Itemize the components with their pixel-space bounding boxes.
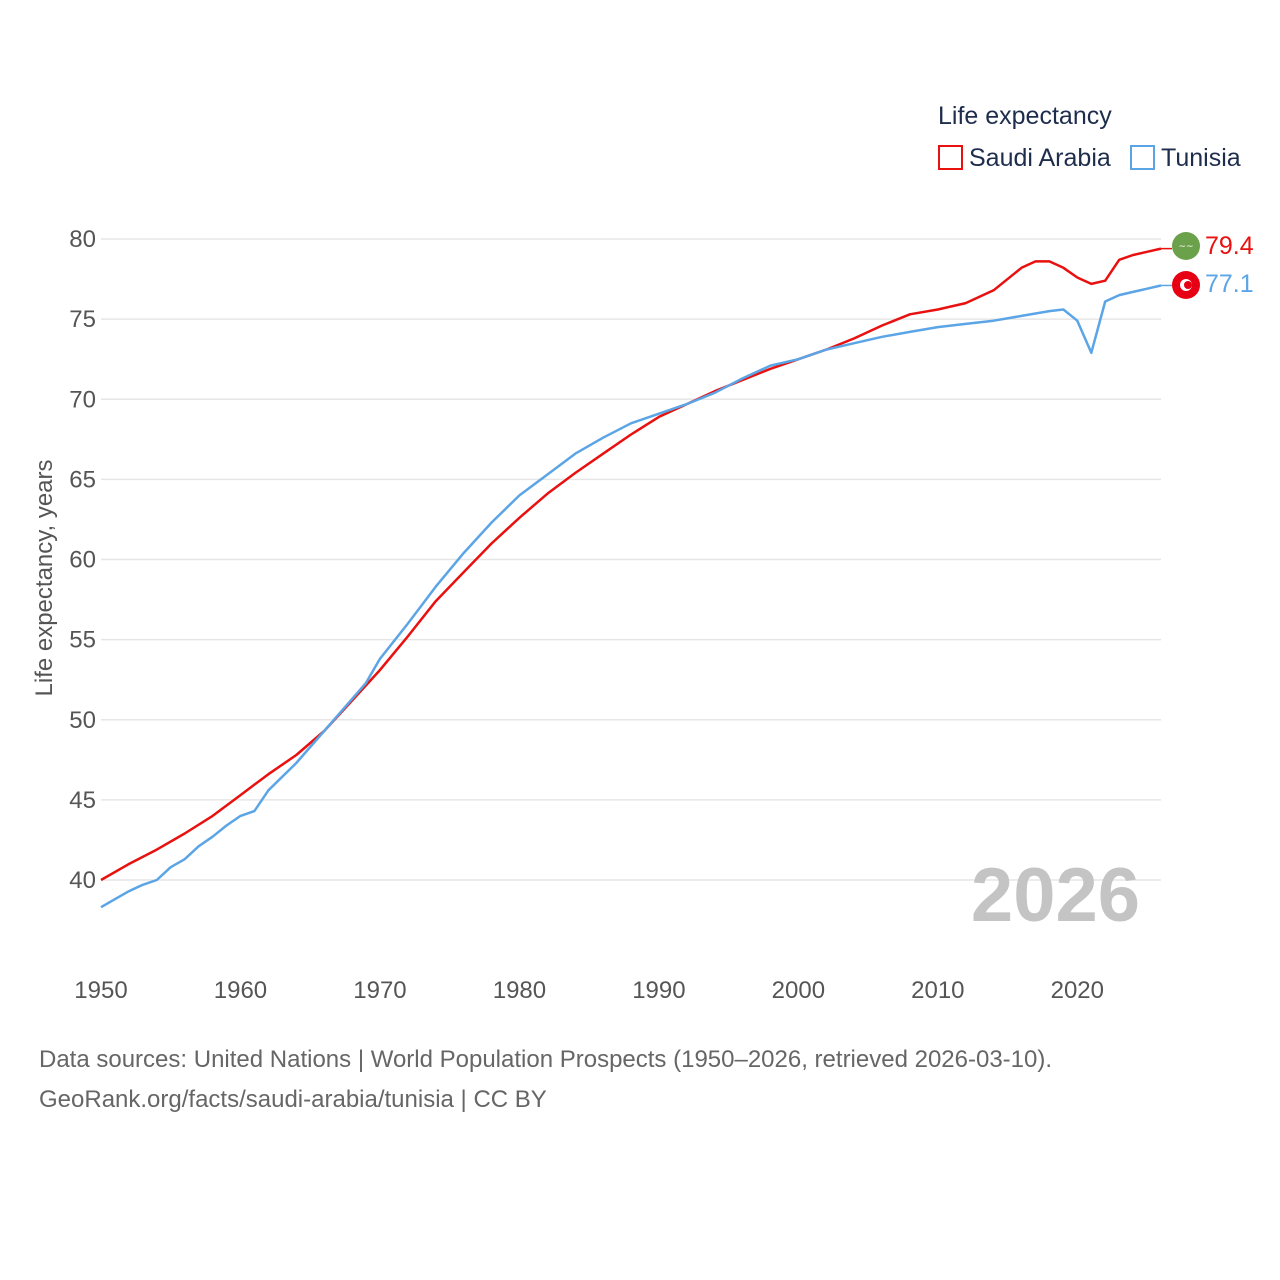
legend-title: Life expectancy <box>938 102 1112 130</box>
attribution-text: GeoRank.org/facts/saudi-arabia/tunisia |… <box>39 1086 547 1113</box>
x-tick-1970: 1970 <box>353 977 406 1004</box>
series-line-saudi-arabia[interactable] <box>100 247 1162 882</box>
y-tick-50: 50 <box>69 707 96 734</box>
x-tick-2000: 2000 <box>772 977 825 1004</box>
saudi-arabia-end-value: 79.4 <box>1205 232 1254 260</box>
y-axis-ticks: 40 45 50 55 60 65 70 75 80 <box>69 226 96 894</box>
tunisia-end-value: 77.1 <box>1205 270 1254 298</box>
gridlines <box>101 238 1161 881</box>
x-tick-1960: 1960 <box>214 977 267 1004</box>
y-tick-55: 55 <box>69 627 96 654</box>
y-tick-70: 70 <box>69 386 96 413</box>
y-tick-45: 45 <box>69 787 96 814</box>
legend-label-tunisia[interactable]: Tunisia <box>1161 144 1241 172</box>
y-tick-40: 40 <box>69 867 96 894</box>
footer: Data sources: United Nations | World Pop… <box>39 1040 1052 1120</box>
year-watermark: 2026 <box>971 853 1140 938</box>
y-tick-80: 80 <box>69 226 96 253</box>
legend-swatch-tunisia[interactable] <box>1130 145 1155 170</box>
y-tick-60: 60 <box>69 547 96 574</box>
series-line-tunisia[interactable] <box>100 284 1162 909</box>
x-axis-ticks: 1950 1960 1970 1980 1990 2000 2010 2020 <box>74 977 1104 1004</box>
y-axis-label: Life expectancy, years <box>31 459 58 696</box>
data-sources-text: Data sources: United Nations | World Pop… <box>39 1046 1053 1073</box>
svg-text:~~: ~~ <box>1178 242 1193 252</box>
legend-swatch-saudi-arabia[interactable] <box>938 145 963 170</box>
saudi-arabia-flag-icon <box>1172 232 1200 260</box>
x-tick-1980: 1980 <box>493 977 546 1004</box>
y-tick-65: 65 <box>69 466 96 493</box>
x-tick-2010: 2010 <box>911 977 964 1004</box>
x-tick-1950: 1950 <box>74 977 127 1004</box>
series-lines <box>100 247 1172 909</box>
saudi-arabia-end-marker: ~~ 79.4 <box>1172 232 1254 260</box>
y-tick-75: 75 <box>69 306 96 333</box>
legend-label-saudi-arabia[interactable]: Saudi Arabia <box>969 144 1111 172</box>
tunisia-end-marker: 77.1 <box>1172 270 1254 299</box>
x-tick-1990: 1990 <box>632 977 685 1004</box>
x-tick-2020: 2020 <box>1051 977 1104 1004</box>
